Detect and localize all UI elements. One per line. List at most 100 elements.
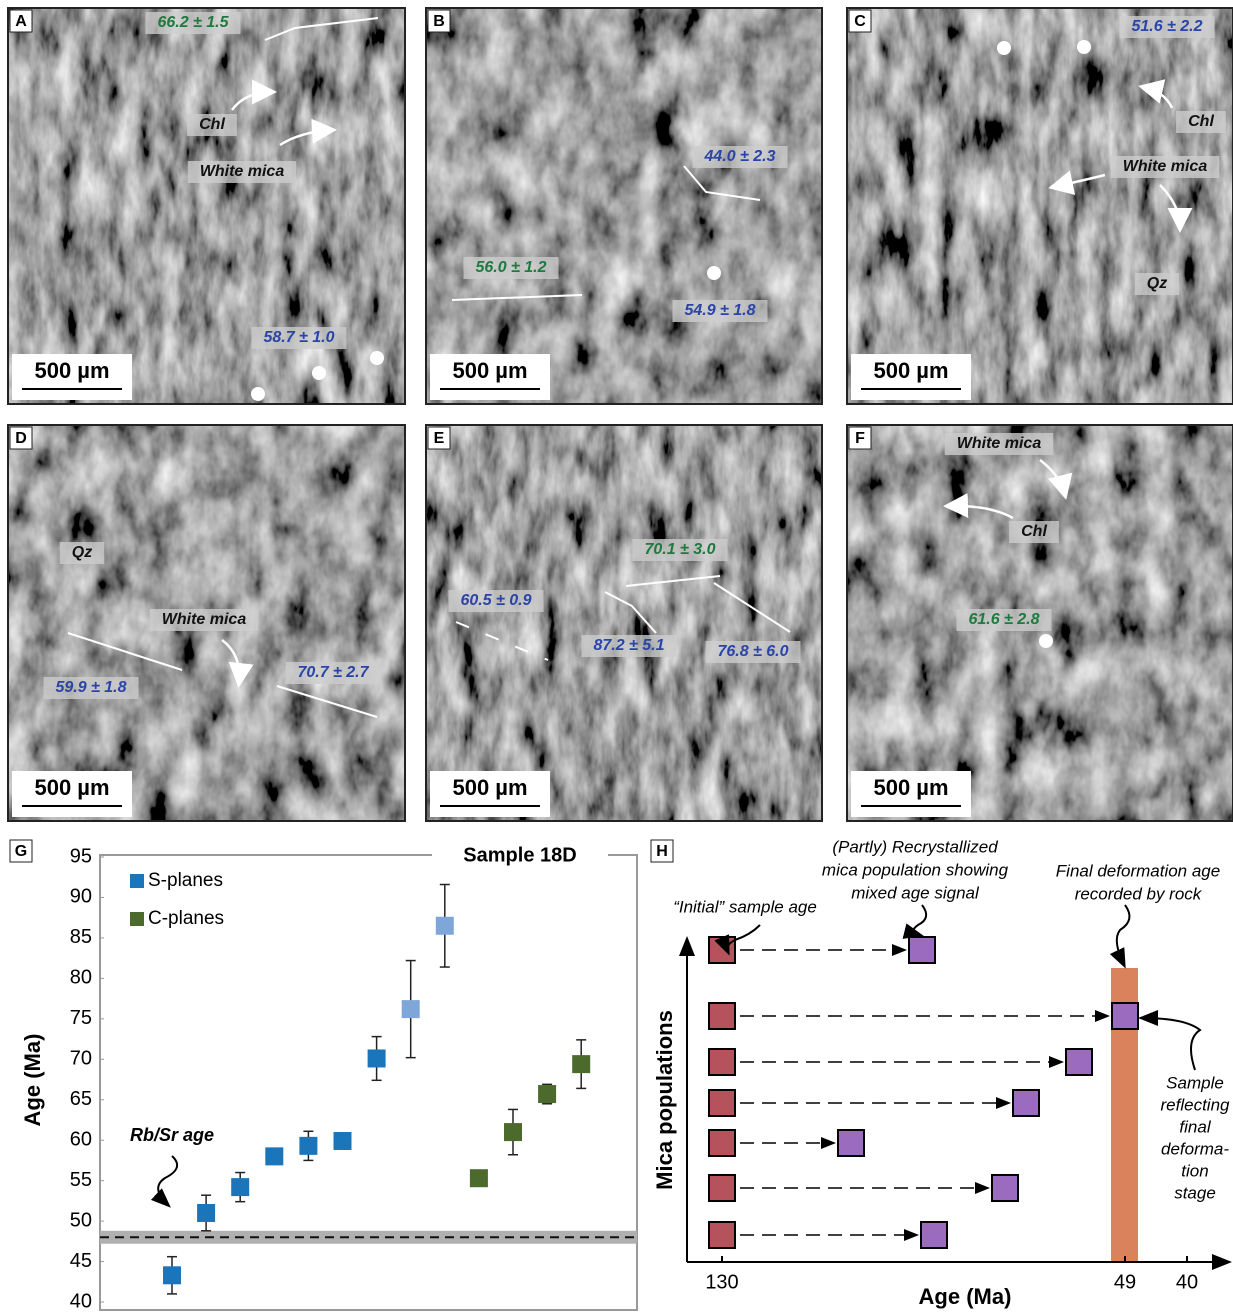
- mineral-label: 59.9 ± 1.8: [55, 679, 126, 696]
- mineral-label: 60.5 ± 0.9: [460, 592, 531, 609]
- point: [265, 1147, 284, 1166]
- x-tick-label: 40: [1176, 1271, 1198, 1293]
- arrow: [230, 79, 277, 111]
- label-box: [285, 662, 381, 684]
- x-axis-label: Age (Ma): [919, 1284, 1012, 1309]
- point: [299, 1136, 318, 1155]
- point: [231, 1178, 250, 1197]
- label-box: [1176, 111, 1226, 133]
- label-box: [187, 161, 297, 183]
- label-box: [1009, 521, 1059, 543]
- point: [197, 1204, 216, 1222]
- mineral-label: 70.1 ± 3.0: [644, 541, 715, 558]
- scale-bar-box: [851, 354, 971, 400]
- y-tick-label: 65: [70, 1088, 92, 1110]
- legend-label: C-planes: [148, 908, 224, 929]
- mineral-label: 66.2 ± 1.5: [157, 14, 229, 31]
- arrow: [943, 493, 1014, 520]
- panel-border: [846, 424, 1233, 822]
- recrystallized-population: [1012, 1089, 1040, 1117]
- panel-border: [7, 7, 406, 405]
- spot: [370, 351, 384, 365]
- label-box: [43, 677, 139, 699]
- initial-population: [708, 1089, 736, 1117]
- letter-box: [9, 9, 33, 33]
- y-tick-label: 40: [70, 1290, 92, 1312]
- legend-swatch: [130, 874, 144, 888]
- trace-line: [713, 582, 791, 633]
- label-box: [581, 635, 677, 657]
- y-axis-label: Age (Ma): [20, 1034, 45, 1127]
- panel-letter: D: [15, 430, 27, 447]
- spot: [312, 366, 326, 380]
- mineral-label: 44.0 ± 2.3: [703, 148, 775, 165]
- annotation: deforma-: [1161, 1139, 1229, 1158]
- plot-frame: [99, 854, 638, 1311]
- mineral-label: White mica: [1123, 158, 1208, 175]
- mineral-label: White mica: [200, 163, 285, 180]
- label-box: [1134, 273, 1180, 295]
- point: [469, 1169, 488, 1188]
- initial-population: [708, 1048, 736, 1076]
- annotation: Rb/Sr age: [130, 1125, 214, 1145]
- panel-border: [7, 424, 406, 822]
- mineral-label: 87.2 ± 5.1: [593, 637, 664, 654]
- annotation: tion: [1181, 1161, 1208, 1180]
- arrow: [221, 639, 254, 688]
- annotation-arrow: [714, 924, 761, 956]
- scale-bar-label: 500 µm: [873, 775, 948, 800]
- scale-bar-label: 500 µm: [452, 775, 527, 800]
- title-bg: [432, 844, 608, 868]
- spot: [1077, 40, 1091, 54]
- y-tick-label: 95: [70, 845, 92, 867]
- point: [538, 1085, 557, 1104]
- annotation: mixed age signal: [851, 883, 980, 902]
- y-axis-label: Mica populations: [652, 1010, 677, 1190]
- letter-box: [427, 426, 451, 450]
- letter-box: [848, 9, 872, 33]
- label-box: [463, 257, 559, 279]
- scale-bar-label: 500 µm: [873, 358, 948, 383]
- label-box: [632, 539, 728, 561]
- y-tick-label: 60: [70, 1128, 92, 1150]
- y-tick-label: 90: [70, 886, 92, 908]
- scale-bar-box: [430, 771, 550, 817]
- label-box: [1110, 156, 1220, 178]
- spot: [1039, 634, 1053, 648]
- arrow: [279, 118, 337, 147]
- x-tick-label: 130: [705, 1271, 738, 1293]
- label-box: [1119, 16, 1215, 38]
- panel-letter: F: [855, 430, 865, 447]
- annotation: Sample: [1166, 1073, 1224, 1092]
- initial-population: [708, 1174, 736, 1202]
- point: [367, 1049, 386, 1068]
- panel-letter: H: [656, 843, 668, 860]
- y-tick-label: 85: [70, 926, 92, 948]
- panel-letter: C: [854, 13, 866, 30]
- panel-letter: E: [434, 430, 445, 447]
- annotation: mica population showing: [822, 860, 1009, 879]
- annotation: recorded by rock: [1075, 884, 1203, 903]
- y-tick-label: 70: [70, 1048, 92, 1070]
- annotation: final: [1179, 1117, 1211, 1136]
- label-box: [59, 542, 105, 564]
- scale-bar-label: 500 µm: [34, 358, 109, 383]
- annotation-arrow: [1109, 904, 1131, 969]
- trace-line: [683, 165, 761, 201]
- trace-line: [451, 294, 583, 301]
- spot: [997, 41, 1011, 55]
- point: [435, 916, 454, 935]
- recrystallized-population: [991, 1174, 1019, 1202]
- scale-bar-label: 500 µm: [34, 775, 109, 800]
- rbsr-band: [100, 1230, 637, 1244]
- letter-box: [9, 839, 33, 863]
- annotation-arrow: [902, 904, 928, 939]
- mineral-label: 70.7 ± 2.7: [297, 664, 369, 681]
- initial-population: [708, 1221, 736, 1249]
- letter-box: [9, 426, 33, 450]
- mineral-label: 58.7 ± 1.0: [263, 329, 334, 346]
- trace-line: [67, 632, 183, 671]
- initial-population: [708, 936, 736, 964]
- mineral-label: 51.6 ± 2.2: [1131, 18, 1202, 35]
